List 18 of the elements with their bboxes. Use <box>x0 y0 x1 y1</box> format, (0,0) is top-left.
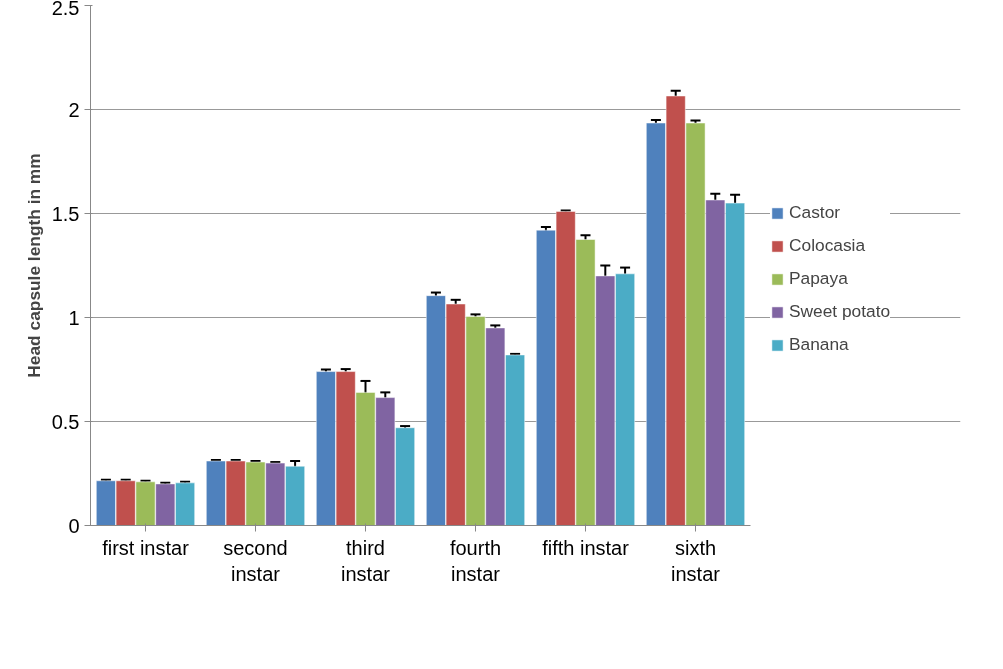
x-tick-label: second instar <box>223 536 288 585</box>
legend-label: Banana <box>789 334 849 355</box>
legend-label: Sweet potato <box>789 301 891 322</box>
y-tick-label: 0 <box>68 514 80 537</box>
y-tick-label: 0.5 <box>51 410 80 433</box>
x-tick-label: first instar <box>102 536 190 559</box>
legend-label: Papaya <box>789 268 848 289</box>
x-tick-label: third instar <box>341 536 391 585</box>
legend-label: Castor <box>789 202 841 223</box>
y-tick-label: 2 <box>68 98 80 121</box>
y-tick-label: 1 <box>68 306 80 329</box>
x-tick-label: fifth instar <box>542 536 630 559</box>
legend-label: Colocasia <box>789 235 866 256</box>
x-tick-label: fourth instar <box>449 536 502 585</box>
y-tick-label: 2.5 <box>51 0 80 19</box>
y-tick-label: 1.5 <box>51 202 80 225</box>
x-tick-label: sixth instar <box>671 536 721 585</box>
y-axis-title: Head capsule length in mm <box>23 153 44 378</box>
